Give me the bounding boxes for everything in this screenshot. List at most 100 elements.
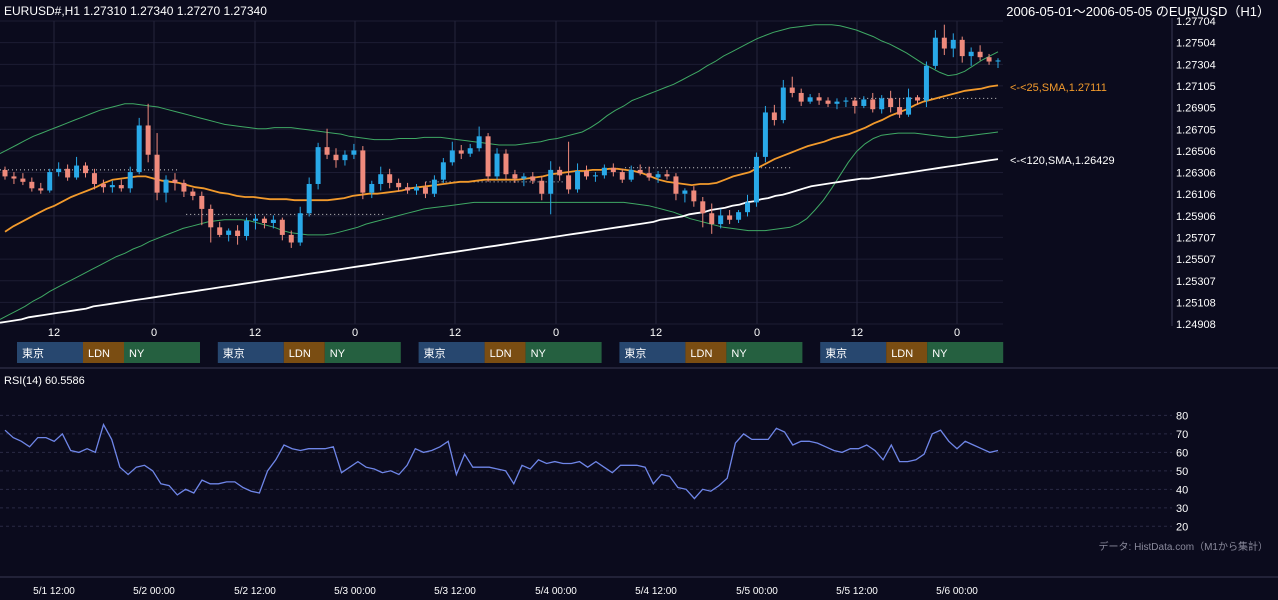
tokyo-session-block bbox=[619, 342, 686, 363]
candle bbox=[646, 166, 652, 181]
candle bbox=[226, 228, 232, 242]
candle-body bbox=[127, 172, 133, 189]
candle-body bbox=[342, 154, 348, 161]
candle bbox=[360, 146, 366, 200]
candle-body bbox=[977, 51, 983, 58]
bollinger-lower bbox=[0, 131, 999, 320]
candle-body bbox=[897, 107, 903, 115]
candle-body bbox=[861, 99, 867, 106]
candle bbox=[780, 79, 786, 124]
candle bbox=[575, 163, 581, 193]
price-tick-label: 1.25906 bbox=[1176, 211, 1216, 223]
date-tick-label: 5/5 00:00 bbox=[736, 586, 778, 597]
candle-body bbox=[906, 97, 912, 115]
candle bbox=[968, 47, 974, 66]
price-tick-label: 1.27105 bbox=[1176, 81, 1216, 93]
candle bbox=[199, 191, 205, 226]
candle-body bbox=[244, 220, 250, 237]
market-sessions: 東京 LDN NY 東京 LDN NY 東京 LDN NY 東京 LDN NY 東京 LDN NY bbox=[17, 342, 1004, 363]
candle-body bbox=[995, 60, 1001, 62]
candle-body bbox=[932, 37, 938, 66]
candle bbox=[467, 143, 473, 157]
candle bbox=[449, 141, 455, 166]
hour-axis: 12 0 12 0 12 0 12 0 12 0 bbox=[48, 327, 960, 339]
candle-body bbox=[959, 39, 965, 57]
candle bbox=[619, 168, 625, 183]
candle bbox=[297, 206, 303, 246]
candle bbox=[843, 97, 849, 108]
candle bbox=[825, 97, 831, 108]
candle-body bbox=[252, 218, 258, 221]
candle bbox=[65, 164, 71, 181]
candle-body bbox=[360, 150, 366, 193]
candle bbox=[100, 179, 106, 193]
candle-body bbox=[414, 187, 420, 191]
candle bbox=[798, 88, 804, 106]
price-tick-label: 1.27704 bbox=[1176, 16, 1216, 28]
candle bbox=[592, 172, 598, 182]
price-axis: 1.24908 1.25108 1.25307 1.25507 1.25707 1.259… bbox=[1171, 16, 1216, 331]
price-tick-label: 1.26905 bbox=[1176, 103, 1216, 115]
candle bbox=[691, 186, 697, 207]
ny-session-block bbox=[927, 342, 1004, 363]
candle bbox=[387, 168, 393, 189]
candle-body bbox=[74, 165, 80, 178]
price-tick-label: 1.26306 bbox=[1176, 168, 1216, 180]
candle-body bbox=[700, 201, 706, 214]
ny-session-label: NY bbox=[531, 348, 547, 360]
candle bbox=[521, 173, 527, 187]
candle bbox=[914, 95, 920, 105]
candle bbox=[74, 156, 80, 180]
candle-body bbox=[843, 100, 849, 102]
candle-body bbox=[512, 174, 518, 179]
candle-body bbox=[745, 202, 751, 213]
ny-session-label: NY bbox=[330, 348, 346, 360]
candle bbox=[378, 166, 384, 191]
candle bbox=[422, 181, 428, 199]
candle bbox=[941, 24, 947, 56]
candle-body bbox=[145, 125, 151, 155]
candle bbox=[20, 173, 26, 186]
candle bbox=[834, 98, 840, 110]
candle bbox=[932, 30, 938, 70]
candle-body bbox=[351, 150, 357, 155]
date-tick-label: 5/2 00:00 bbox=[133, 586, 175, 597]
ny-session-block bbox=[726, 342, 803, 363]
candle-body bbox=[288, 234, 294, 243]
candle-body bbox=[879, 98, 885, 110]
rsi-tick-label: 70 bbox=[1176, 429, 1188, 441]
sma120-label: <-<120,SMA,1.26429 bbox=[1010, 155, 1115, 167]
candle bbox=[163, 175, 169, 203]
tokyo-session-block bbox=[217, 342, 284, 363]
candle bbox=[342, 150, 348, 166]
price-tick-label: 1.27504 bbox=[1176, 38, 1216, 50]
candle-body bbox=[20, 178, 26, 182]
candle-body bbox=[548, 169, 554, 194]
candle-body bbox=[476, 136, 482, 149]
candle bbox=[279, 217, 285, 241]
london-session-label: LDN bbox=[88, 348, 110, 360]
candle-body bbox=[923, 65, 929, 101]
candle-body bbox=[798, 92, 804, 102]
candle bbox=[136, 117, 142, 175]
candle-body bbox=[38, 188, 44, 191]
candle bbox=[154, 133, 160, 201]
tokyo-session-label: 東京 bbox=[424, 346, 446, 360]
date-tick-label: 5/4 00:00 bbox=[535, 586, 577, 597]
candle-body bbox=[440, 162, 446, 180]
tokyo-session-label: 東京 bbox=[825, 346, 847, 360]
candle-body bbox=[387, 174, 393, 183]
london-session-label: LDN bbox=[690, 348, 712, 360]
candle bbox=[610, 163, 616, 177]
candle-body bbox=[56, 168, 62, 173]
candle bbox=[2, 166, 8, 180]
hour-tick-label: 12 bbox=[48, 327, 60, 339]
hour-tick-label: 0 bbox=[954, 327, 960, 339]
candle-body bbox=[583, 170, 589, 177]
candle-body bbox=[333, 154, 339, 161]
candle-body bbox=[610, 167, 616, 173]
candle bbox=[745, 194, 751, 217]
candle-body bbox=[405, 187, 411, 191]
ny-session-label: NY bbox=[129, 348, 145, 360]
tokyo-session-block bbox=[17, 342, 83, 363]
